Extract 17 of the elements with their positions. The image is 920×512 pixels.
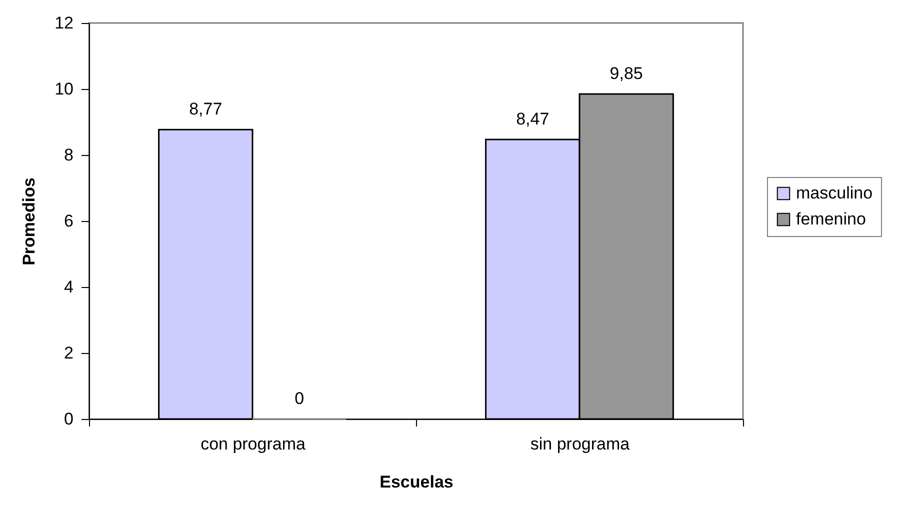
x-tick-label: sin programa (530, 434, 630, 454)
legend-label: masculino (796, 184, 873, 202)
y-tick-label: 2 (64, 344, 74, 362)
y-tick-label: 12 (54, 14, 74, 32)
data-label: 8,77 (189, 100, 222, 119)
y-axis-title: Promedios (20, 178, 39, 266)
data-label: 9,85 (610, 64, 643, 83)
y-tick-label: 10 (54, 80, 74, 98)
y-tick-label: 4 (64, 278, 74, 296)
y-tick-label: 6 (64, 212, 74, 230)
y-tick-label: 8 (64, 146, 74, 164)
data-label: 0 (294, 389, 304, 408)
x-tick-label: con programa (200, 434, 306, 454)
x-axis-title: Escuelas (380, 472, 454, 492)
data-label: 8,47 (516, 109, 550, 128)
legend-label: femenino (796, 210, 866, 228)
y-tick-label: 0 (64, 410, 74, 428)
